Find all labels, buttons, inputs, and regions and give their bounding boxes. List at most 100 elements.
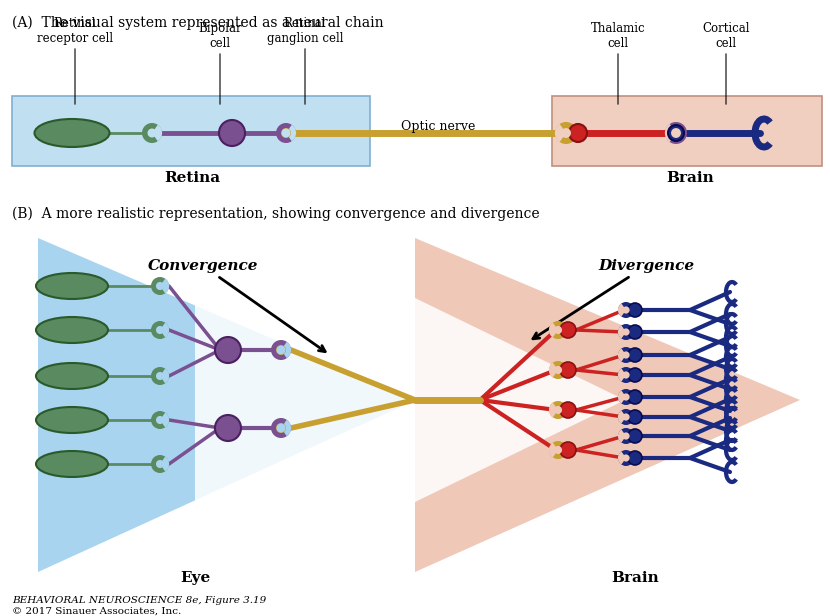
Text: Divergence: Divergence	[533, 259, 694, 339]
Circle shape	[622, 306, 630, 314]
Text: BEHAVIORAL NEUROSCIENCE 8e, Figure 3.19: BEHAVIORAL NEUROSCIENCE 8e, Figure 3.19	[12, 596, 266, 605]
Wedge shape	[618, 391, 626, 403]
Wedge shape	[286, 124, 296, 141]
Circle shape	[148, 129, 157, 137]
Circle shape	[156, 326, 164, 334]
Circle shape	[554, 406, 562, 414]
Circle shape	[554, 446, 562, 454]
Circle shape	[665, 122, 687, 144]
Circle shape	[276, 345, 286, 355]
Text: Cortical
cell: Cortical cell	[702, 22, 749, 50]
Wedge shape	[555, 124, 566, 142]
Wedge shape	[618, 410, 626, 424]
Circle shape	[671, 128, 681, 138]
Text: Thalamic
cell: Thalamic cell	[591, 22, 645, 50]
Wedge shape	[160, 278, 169, 293]
Circle shape	[549, 441, 567, 459]
Circle shape	[618, 389, 634, 405]
Wedge shape	[549, 402, 558, 418]
Circle shape	[549, 321, 567, 339]
Ellipse shape	[36, 407, 108, 433]
Circle shape	[628, 325, 642, 339]
Wedge shape	[618, 368, 626, 382]
Wedge shape	[618, 325, 626, 339]
Ellipse shape	[36, 451, 108, 477]
Circle shape	[622, 455, 630, 461]
Circle shape	[554, 326, 562, 334]
Circle shape	[281, 129, 290, 137]
Circle shape	[628, 390, 642, 404]
Text: Retinal
ganglion cell: Retinal ganglion cell	[266, 17, 344, 45]
Circle shape	[560, 362, 576, 378]
Circle shape	[276, 123, 296, 143]
Circle shape	[622, 328, 630, 336]
Circle shape	[628, 410, 642, 424]
Wedge shape	[152, 124, 162, 141]
Circle shape	[276, 424, 286, 432]
Circle shape	[156, 460, 164, 468]
Wedge shape	[160, 368, 169, 383]
Polygon shape	[38, 238, 415, 572]
Circle shape	[554, 366, 562, 374]
Ellipse shape	[35, 119, 110, 147]
Circle shape	[151, 411, 169, 429]
Circle shape	[618, 367, 634, 383]
Circle shape	[271, 340, 291, 360]
Circle shape	[156, 416, 164, 424]
Circle shape	[276, 346, 286, 354]
Circle shape	[561, 128, 571, 138]
Circle shape	[560, 402, 576, 418]
Text: Retinal
receptor cell: Retinal receptor cell	[37, 17, 113, 45]
Text: Convergence: Convergence	[148, 259, 325, 352]
Polygon shape	[415, 238, 800, 572]
Circle shape	[622, 413, 630, 421]
Circle shape	[569, 124, 587, 142]
Circle shape	[622, 371, 630, 379]
Wedge shape	[281, 342, 291, 359]
Circle shape	[215, 415, 241, 441]
Wedge shape	[549, 363, 558, 378]
Circle shape	[560, 442, 576, 458]
Circle shape	[622, 351, 630, 359]
Circle shape	[622, 432, 630, 440]
Text: Bipolar
cell: Bipolar cell	[198, 22, 242, 50]
Circle shape	[628, 348, 642, 362]
Circle shape	[628, 368, 642, 382]
Circle shape	[628, 303, 642, 317]
Wedge shape	[618, 452, 626, 464]
Text: Eye: Eye	[180, 571, 210, 585]
Polygon shape	[195, 298, 415, 502]
Circle shape	[618, 428, 634, 444]
FancyBboxPatch shape	[552, 96, 822, 166]
Circle shape	[618, 302, 634, 318]
Text: Brain: Brain	[611, 571, 659, 585]
Circle shape	[142, 123, 162, 143]
Circle shape	[628, 451, 642, 465]
Circle shape	[618, 409, 634, 425]
Wedge shape	[665, 124, 676, 142]
Wedge shape	[618, 429, 626, 443]
Text: (A)  The visual system represented as a neural chain: (A) The visual system represented as a n…	[12, 16, 383, 30]
Wedge shape	[549, 442, 558, 458]
Circle shape	[151, 367, 169, 385]
Circle shape	[622, 394, 630, 400]
Text: Brain: Brain	[666, 171, 714, 185]
Text: Retina: Retina	[164, 171, 220, 185]
Polygon shape	[415, 298, 625, 502]
Circle shape	[276, 423, 286, 433]
Wedge shape	[618, 304, 626, 317]
Circle shape	[156, 372, 164, 380]
FancyBboxPatch shape	[12, 96, 370, 166]
Circle shape	[668, 125, 684, 141]
Circle shape	[618, 324, 634, 340]
Circle shape	[219, 120, 245, 146]
Wedge shape	[160, 413, 169, 428]
Wedge shape	[281, 419, 291, 436]
Wedge shape	[160, 323, 169, 338]
Circle shape	[151, 455, 169, 473]
Ellipse shape	[36, 317, 108, 343]
Circle shape	[151, 277, 169, 295]
Circle shape	[549, 401, 567, 419]
Circle shape	[151, 321, 169, 339]
Circle shape	[618, 347, 634, 363]
